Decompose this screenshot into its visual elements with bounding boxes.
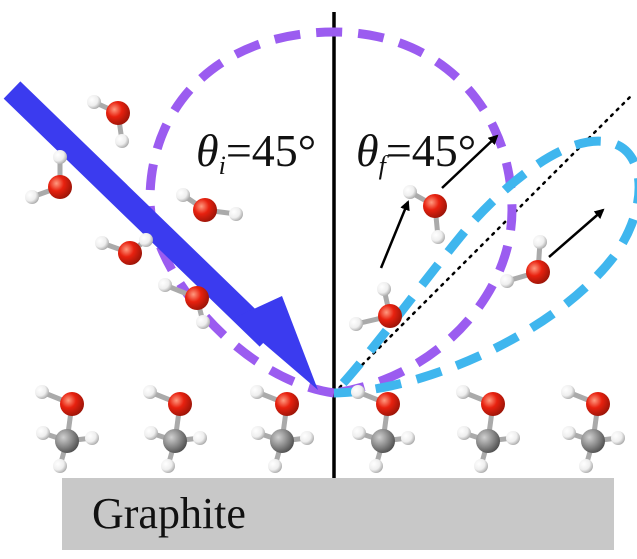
final-angle-subscript: f [378, 151, 386, 180]
specular-lobe [329, 136, 637, 398]
water-molecule [176, 188, 243, 222]
incident-beam-arrow [3, 81, 318, 390]
substrate-label: Graphite [92, 489, 246, 538]
graphite-substrate: Graphite [62, 478, 614, 550]
specular-direction-line [332, 95, 632, 395]
incident-angle-label: θi=45° [196, 128, 316, 179]
water-molecule [403, 185, 447, 244]
scattered-molecule-arrow [441, 134, 499, 189]
water-molecule [95, 233, 153, 265]
water-molecule [25, 150, 72, 204]
incident-angle-symbol: θ [196, 125, 219, 176]
surface-adsorbate [143, 385, 207, 473]
incident-angle-subscript: i [218, 151, 226, 180]
water-molecule [158, 278, 210, 329]
incident-angle-value: =45° [225, 125, 317, 176]
water-molecule [87, 95, 130, 148]
water-molecule [349, 282, 402, 331]
scattered-molecule-arrow [548, 208, 605, 258]
surface-adsorbate [250, 385, 314, 473]
final-angle-label: θf=45° [356, 128, 476, 179]
final-angle-symbol: θ [356, 125, 379, 176]
surface-adsorbate [561, 385, 625, 473]
surface-adsorbate [35, 385, 99, 473]
scattered-molecule-arrow [379, 200, 410, 269]
surface-adsorbate [456, 385, 520, 473]
incident-angular-distribution-lobe [145, 27, 517, 398]
surface-adsorbate [351, 385, 415, 473]
final-angle-value: =45° [385, 125, 477, 176]
water-molecule [500, 235, 550, 288]
